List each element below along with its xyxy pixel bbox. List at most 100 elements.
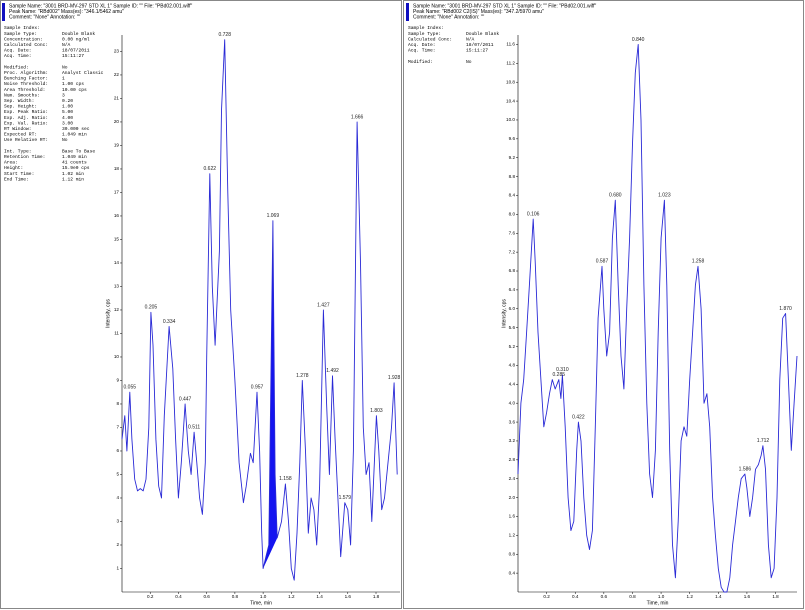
info-label: Exp. Peak Ratio: [4, 109, 48, 115]
y-tick-label: 6.8 [509, 268, 516, 273]
y-tick-label: 4 [116, 495, 119, 500]
y-tick-label: 4.0 [509, 400, 516, 405]
left-pane [0, 0, 402, 609]
y-tick-label: 3.6 [509, 419, 516, 424]
y-tick-label: 6.4 [509, 287, 516, 292]
peak-label: 0.106 [527, 211, 540, 217]
y-tick-label: 3.2 [509, 438, 516, 443]
x-tick-label: 0.4 [572, 594, 579, 599]
y-tick-label: 5.6 [509, 325, 516, 330]
y-tick-label: 6.0 [509, 306, 516, 311]
x-axis-title: Time, min [250, 600, 272, 606]
peak-label: 1.803 [370, 408, 383, 414]
info-value: 15:11:27 [62, 53, 84, 59]
y-tick-label: 2 [116, 542, 119, 547]
trace [121, 39, 398, 581]
y-tick-label: 1.6 [509, 514, 516, 519]
y-tick-label: 2.0 [509, 495, 516, 500]
info-label: Noise Threshold: [4, 81, 48, 87]
peak-label: 0.205 [145, 305, 158, 311]
x-tick-label: 1.4 [715, 594, 722, 599]
info-label: Exp. Val. Ratio: [4, 120, 48, 126]
y-axis-title: Intensity, cps [501, 299, 507, 328]
info-label: Int. Type: [4, 148, 32, 154]
peak-label: 0.728 [218, 32, 231, 38]
trace [517, 43, 798, 593]
info-value: 1.00 [62, 104, 73, 110]
info-label: Sample Index: [408, 25, 444, 31]
peak-label: 1.427 [317, 302, 330, 308]
info-label: Sample Type: [408, 31, 441, 37]
info-value: 3.00 [62, 120, 73, 126]
x-tick-label: 1.2 [288, 594, 295, 599]
y-tick-label: 4.8 [509, 363, 516, 368]
info-label: Retention Time: [4, 154, 45, 160]
y-tick-label: 16 [114, 213, 120, 218]
x-tick-label: 1.8 [772, 594, 779, 599]
peak-label: 1.278 [296, 373, 309, 379]
x-tick-label: 0.2 [543, 594, 550, 599]
y-tick-label: 8 [116, 401, 119, 406]
y-tick-label: 18 [114, 166, 120, 171]
y-tick-label: 3 [116, 519, 119, 524]
x-tick-label: 0.8 [629, 594, 636, 599]
y-axis-title: Intensity, cps [105, 299, 111, 328]
info-label: Concentration: [4, 36, 43, 42]
y-tick-label: 5.2 [509, 344, 516, 349]
peak-label: 0.055 [124, 385, 137, 391]
peak-label: 0.447 [179, 396, 192, 402]
info-value: No [62, 137, 68, 143]
y-tick-label: 7.2 [509, 249, 516, 254]
peak-label: 0.587 [596, 259, 609, 265]
peak-label: 1.069 [267, 213, 280, 219]
y-tick-label: 8.4 [509, 193, 516, 198]
x-tick-label: 0.4 [175, 594, 182, 599]
peak-label: 1.158 [279, 476, 292, 482]
y-tick-label: 10.0 [506, 117, 515, 122]
y-tick-label: 15 [114, 237, 120, 242]
x-tick-label: 1.0 [658, 594, 665, 599]
y-tick-label: 5 [116, 472, 119, 477]
info-label: Area: [4, 160, 18, 166]
info-value: N/A [466, 36, 475, 42]
y-tick-label: 21 [114, 96, 120, 101]
x-tick-label: 0.8 [232, 594, 239, 599]
peak-label: 1.258 [692, 259, 705, 265]
info-label: Modified: [408, 59, 433, 65]
y-tick-label: 20 [114, 119, 120, 124]
y-tick-label: 9.6 [509, 136, 516, 141]
header-line: Sample Name: "3001 BRD-MV-297 STD XL 1" … [413, 3, 596, 9]
info-value: N/A [62, 42, 71, 48]
y-tick-label: 10 [114, 354, 120, 359]
info-value: Double Blank [466, 31, 499, 37]
y-tick-label: 9.2 [509, 155, 516, 160]
y-tick-label: 4.4 [509, 382, 516, 387]
info-value: Double Blank [62, 31, 95, 37]
peak-label: 0.310 [556, 367, 569, 373]
peak-label: 0.422 [572, 414, 585, 420]
x-tick-label: 1.8 [373, 594, 380, 599]
y-tick-label: 8.8 [509, 174, 516, 179]
y-tick-label: 10.8 [506, 79, 515, 84]
x-tick-label: 1.2 [686, 594, 693, 599]
y-tick-label: 10.4 [506, 98, 515, 103]
x-tick-label: 1.6 [744, 594, 751, 599]
x-tick-label: 0.6 [203, 594, 210, 599]
info-value: 1.049 min [62, 132, 87, 138]
peak-label: 0.334 [163, 319, 176, 325]
info-value: 18/07/2011 [466, 42, 494, 48]
peak-label: 1.928 [388, 375, 401, 381]
info-value: 0.00 ng/ml [62, 36, 90, 42]
y-tick-label: 19 [114, 143, 120, 148]
info-label: Exp. Adj. Ratio: [4, 115, 48, 121]
y-tick-label: 13 [114, 284, 120, 289]
info-label: Num. Smooths: [4, 92, 40, 98]
y-tick-label: 9 [116, 378, 119, 383]
peak-label: 1.666 [351, 114, 364, 120]
info-label: Sample Index: [4, 25, 40, 31]
info-label: Sep. Height: [4, 104, 37, 110]
y-tick-label: 1 [116, 566, 119, 571]
peak-label: 1.579 [339, 495, 352, 501]
x-tick-label: 0.6 [601, 594, 608, 599]
